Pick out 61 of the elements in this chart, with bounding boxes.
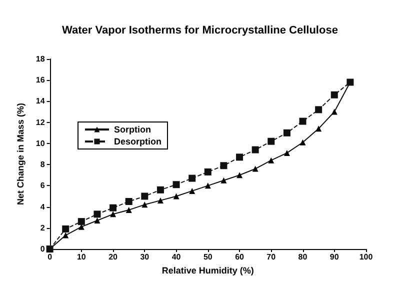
y-tick-label: 4 xyxy=(40,202,46,212)
point xyxy=(300,139,306,146)
y-tick-label: 16 xyxy=(36,76,46,85)
point xyxy=(78,218,85,226)
x-tick-label: 100 xyxy=(359,252,374,262)
point xyxy=(157,197,164,204)
point xyxy=(126,206,132,213)
point xyxy=(62,232,69,238)
y-axis-title: Net Change in Mass (%) xyxy=(16,102,26,206)
point xyxy=(252,146,259,154)
x-tick-label: 10 xyxy=(76,252,86,262)
x-tick-label: 50 xyxy=(203,252,213,262)
point xyxy=(268,138,275,145)
point xyxy=(236,154,244,161)
point xyxy=(284,150,290,156)
point xyxy=(172,181,180,188)
legend-label: Desorption xyxy=(114,136,162,146)
y-tick-label: 8 xyxy=(40,160,46,170)
x-tick-label: 40 xyxy=(172,252,182,262)
point xyxy=(283,129,290,136)
point xyxy=(316,126,322,132)
point xyxy=(173,193,180,200)
point xyxy=(299,118,306,125)
point xyxy=(189,188,196,194)
point xyxy=(268,157,274,164)
point xyxy=(125,198,132,205)
point xyxy=(315,106,322,114)
point xyxy=(252,166,258,172)
x-tick-label: 70 xyxy=(266,252,276,262)
point xyxy=(204,168,212,176)
point xyxy=(236,172,243,178)
x-tick-label: 60 xyxy=(235,252,245,262)
y-tick-label: 10 xyxy=(36,138,46,148)
chart-title: Water Vapor Isotherms for Microcrystalline Cellulose xyxy=(62,24,338,36)
point xyxy=(110,211,116,218)
point xyxy=(62,225,70,232)
x-tick-label: 20 xyxy=(108,252,118,262)
x-tick-label: 80 xyxy=(298,252,308,262)
point xyxy=(110,204,117,212)
point xyxy=(156,186,164,194)
y-tick-label: 0 xyxy=(40,244,46,254)
x-axis-title: Relative Humidity (%) xyxy=(162,265,254,276)
point xyxy=(204,182,211,189)
y-tick-label: 6 xyxy=(40,181,46,190)
point xyxy=(331,108,338,115)
x-tick-label: 0 xyxy=(48,252,53,262)
point xyxy=(94,218,100,224)
x-tick-label: 90 xyxy=(330,252,340,262)
point xyxy=(141,192,148,200)
point xyxy=(94,210,101,218)
y-tick-label: 2 xyxy=(40,223,46,232)
legend-label: Sorption xyxy=(114,124,151,134)
y-tick-label: 18 xyxy=(36,54,46,64)
y-tick-label: 14 xyxy=(36,96,46,106)
point xyxy=(220,162,228,170)
y-tick-label: 12 xyxy=(36,118,46,127)
point xyxy=(220,177,227,184)
x-tick-label: 30 xyxy=(140,252,150,262)
point xyxy=(188,174,196,182)
point xyxy=(330,91,338,98)
point xyxy=(142,202,148,208)
